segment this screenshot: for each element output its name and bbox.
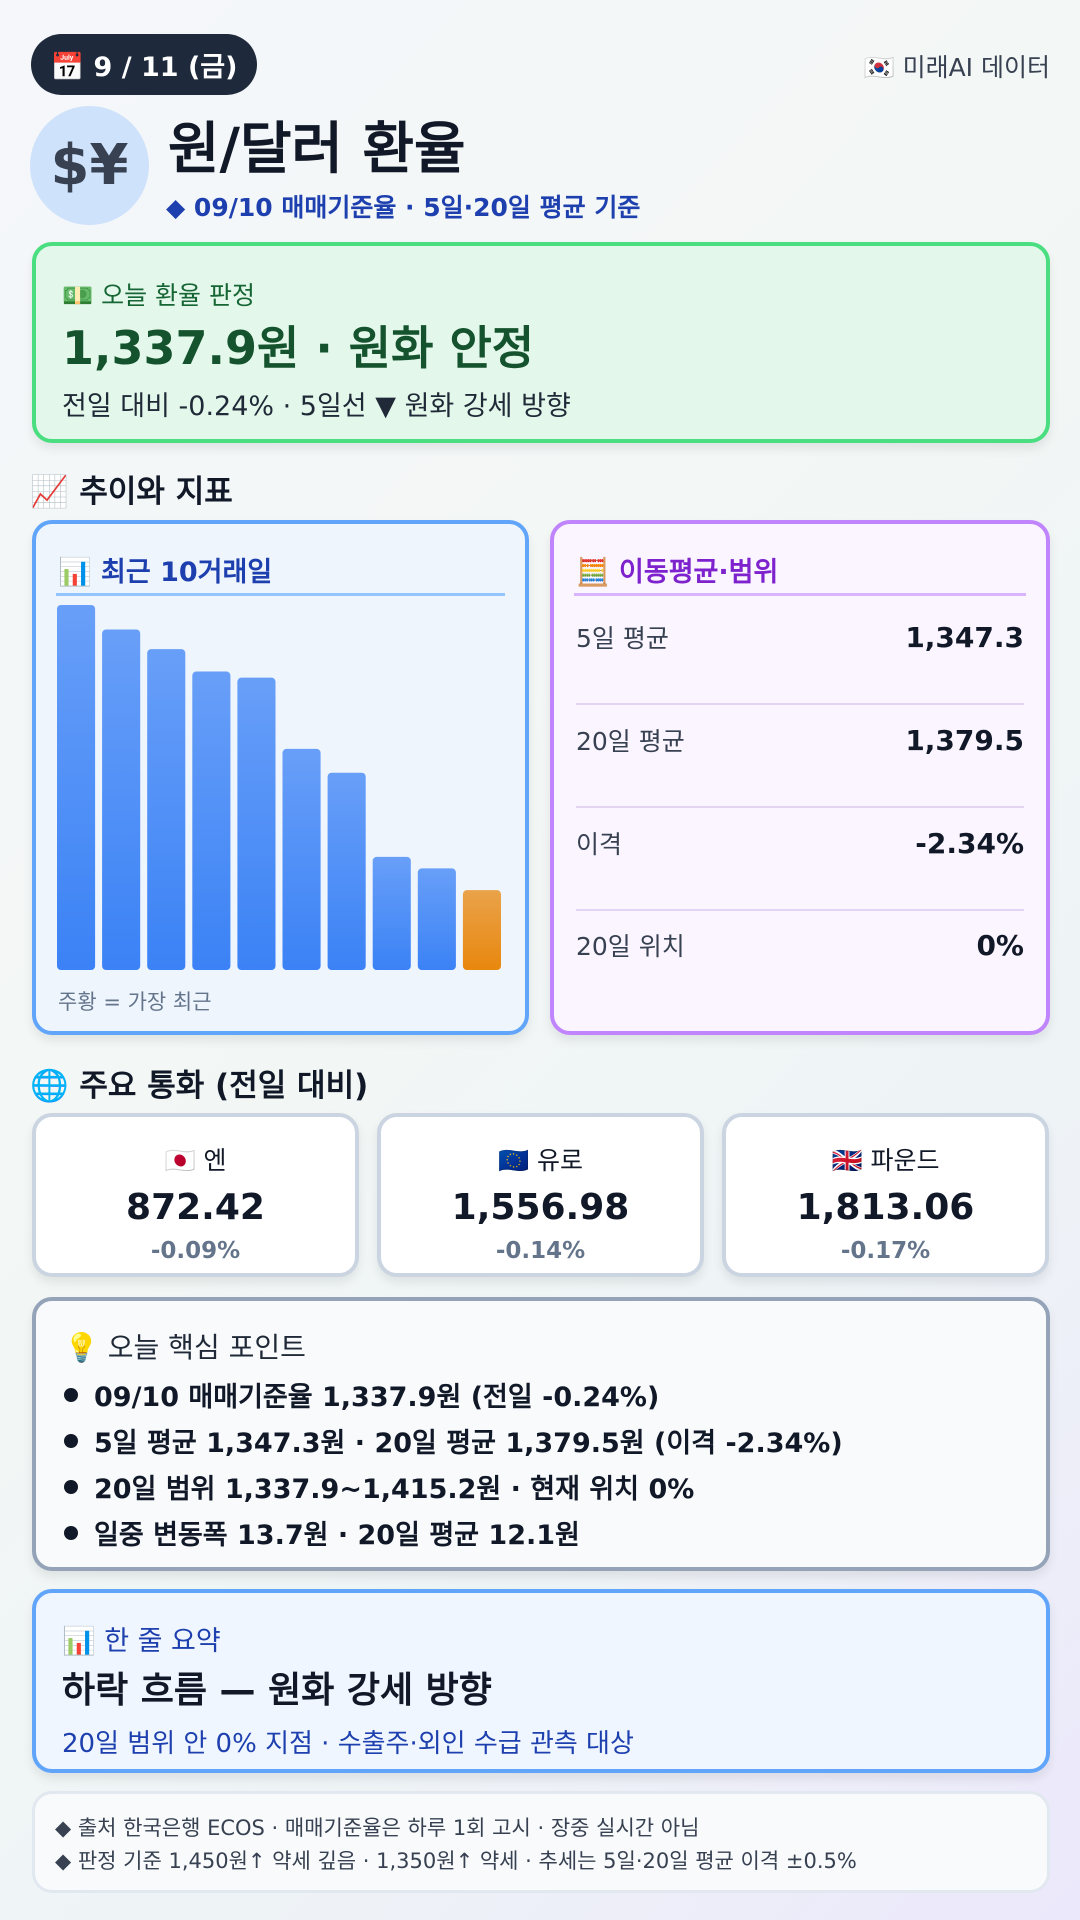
currency-icon: $¥ [30,106,149,225]
bar [57,605,96,970]
separator [576,909,1024,911]
ma-row: 20일 위치 0% [576,920,1024,970]
summary-detail: 20일 범위 안 0% 지점 · 수출주·외인 수급 관측 대상 [62,1729,634,1759]
footer-card: ◆ 출처 한국은행 ECOS · 매매기준율은 하루 1회 고시 · 장중 실시… [32,1791,1050,1893]
verdict-detail: 전일 대비 -0.24% · 5일선 ▼ 원화 강세 방향 [62,391,571,422]
separator [576,703,1024,705]
bar [102,629,141,970]
summary-headline: 하락 흐름 — 원화 강세 방향 [62,1670,492,1711]
ma-value: 1,347.3 [905,620,1024,654]
ma-title: 🧮 이동평균·범위 [576,557,779,588]
source-badge: 🇰🇷 미래AI 데이터 [863,53,1051,82]
currency-name: 🇯🇵 엔 [164,1146,227,1175]
separator [576,806,1024,808]
currency-change: -0.17% [840,1238,931,1264]
ma-label: 20일 평균 [576,727,685,756]
bar [237,677,276,970]
subtitle: ◆ 09/10 매매기준율 · 5일·20일 평균 기준 [166,193,641,222]
summary-label: 📊 한 줄 요약 [62,1626,221,1657]
section-title: 📈 추이와 지표 [30,474,233,510]
date-badge: 📅 9 / 11 (금) [31,34,257,95]
chart-card: 📊 최근 10거래일 주황 = 가장 최근 [32,520,529,1035]
ma-label: 5일 평균 [576,624,669,653]
footer-line: ◆ 출처 한국은행 ECOS · 매매기준율은 하루 1회 고시 · 장중 실시… [55,1816,700,1840]
bar [147,649,186,970]
currency-card: 🇬🇧 파운드 1,813.06 -0.17% [722,1113,1049,1277]
ma-label: 20일 위치 [576,932,685,961]
section-title: 🌐 주요 통화 (전일 대비) [30,1068,369,1104]
currency-value: 1,813.06 [796,1187,975,1228]
key-points-card: 💡 오늘 핵심 포인트 09/10 매매기준율 1,337.9원 (전일 -0.… [32,1297,1050,1571]
verdict-headline: 1,337.9원 · 원화 안정 [62,321,535,375]
currency-value: 872.42 [126,1187,265,1228]
bar [327,772,366,970]
ma-value: 0% [976,928,1024,962]
bar [372,856,411,970]
ma-row: 5일 평균 1,347.3 [576,612,1024,662]
verdict-card: 💵 오늘 환율 판정 1,337.9원 · 원화 안정 전일 대비 -0.24%… [32,242,1050,443]
chart-title: 📊 최근 10거래일 [58,557,273,588]
key-point: 일중 변동폭 13.7원 · 20일 평균 12.1원 [64,1513,580,1552]
key-point: 20일 범위 1,337.9~1,415.2원 · 현재 위치 0% [64,1467,694,1506]
summary-card: 📊 한 줄 요약 하락 흐름 — 원화 강세 방향 20일 범위 안 0% 지점… [32,1589,1050,1773]
ma-row: 20일 평균 1,379.5 [576,715,1024,765]
ma-value: 1,379.5 [905,723,1024,757]
key-point: 5일 평균 1,347.3원 · 20일 평균 1,379.5원 (이격 -2.… [64,1421,843,1460]
ma-label: 이격 [576,830,623,859]
currency-change: -0.14% [495,1238,586,1264]
bar [282,748,321,970]
currency-change: -0.09% [150,1238,241,1264]
bar [462,890,501,970]
currency-name: 🇬🇧 파운드 [831,1146,940,1175]
currency-name: 🇪🇺 유로 [497,1146,584,1175]
key-points-title: 💡 오늘 핵심 포인트 [64,1331,306,1364]
moving-average-card: 🧮 이동평균·범위 5일 평균 1,347.3 20일 평균 1,379.5 이격 -2.… [550,520,1050,1035]
bar-chart [57,605,501,970]
divider [574,593,1026,596]
currency-card: 🇪🇺 유로 1,556.98 -0.14% [377,1113,704,1277]
page-title: 원/달러 환율 [168,117,466,182]
ma-row: 이격 -2.34% [576,818,1024,868]
verdict-label: 💵 오늘 환율 판정 [62,281,255,310]
divider [56,593,505,596]
key-point: 09/10 매매기준율 1,337.9원 (전일 -0.24%) [64,1375,659,1414]
currency-value: 1,556.98 [451,1187,630,1228]
footer-line: ◆ 판정 기준 1,450원↑ 약세 깊음 · 1,350원↑ 약세 · 추세는… [55,1849,857,1873]
currency-card: 🇯🇵 엔 872.42 -0.09% [32,1113,359,1277]
ma-value: -2.34% [915,826,1024,860]
bar [417,868,456,970]
bar [192,671,231,970]
chart-caption: 주황 = 가장 최근 [58,990,212,1014]
